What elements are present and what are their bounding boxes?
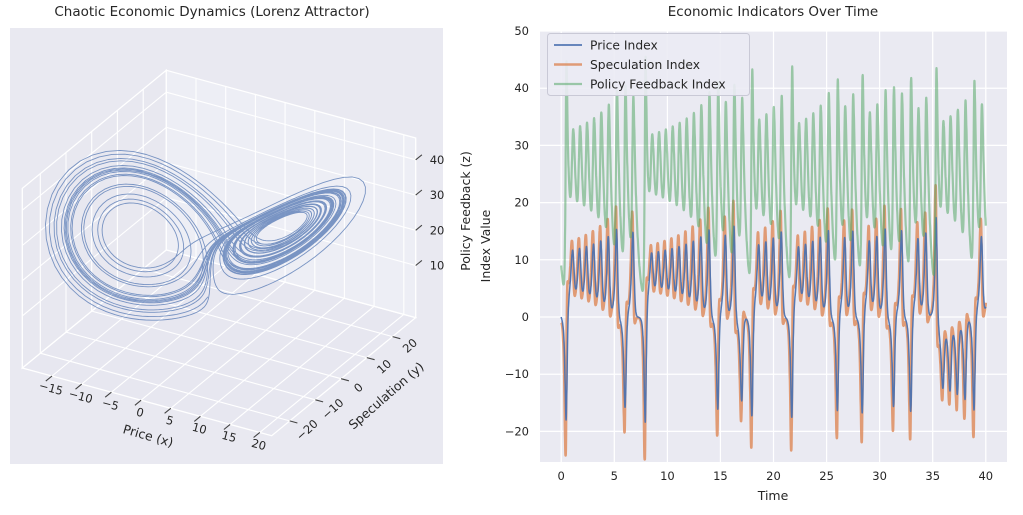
- series-line-0: [560, 216, 987, 423]
- x-tick-label: 10: [660, 469, 675, 483]
- x-tick-label: −5: [100, 395, 120, 413]
- timeseries-title: Economic Indicators Over Time: [668, 4, 878, 20]
- legend-item-price: Price Index: [554, 38, 658, 52]
- y-tick-mark: [340, 378, 350, 382]
- y-tick-mark: [289, 420, 298, 424]
- x-tick-label: 15: [220, 428, 238, 445]
- x-tick-mark: [75, 383, 83, 390]
- y-tick-mark: [315, 399, 324, 403]
- plot3d-tick-marks: [45, 154, 423, 438]
- x-tick-mark: [223, 423, 231, 430]
- x-tick-mark: [193, 415, 201, 422]
- x-tick-label: 5: [164, 413, 175, 428]
- timeseries-xaxis-label: Time: [757, 488, 789, 503]
- plot3d-title: Chaotic Economic Dynamics (Lorenz Attrac…: [54, 4, 369, 20]
- z-tick-label: 40: [430, 153, 445, 167]
- z-tick-mark: [415, 224, 423, 231]
- grid-floor-x: [111, 273, 256, 393]
- grid-floor-x: [200, 297, 345, 417]
- x-tick-label: 0: [558, 469, 565, 483]
- x-tick-label: −15: [37, 378, 64, 398]
- legend-label-speculation-index: Speculation Index: [590, 58, 700, 72]
- grid-wall-z-left: [21, 197, 167, 317]
- grid-wall-z-right: [166, 197, 416, 267]
- legend-label-policy-feedback-index: Policy Feedback Index: [590, 77, 726, 91]
- grid-wall-z-right: [166, 126, 416, 196]
- y-tick-label: −20: [505, 424, 529, 438]
- z-tick-label: 10: [430, 259, 445, 273]
- z-tick-label: 30: [430, 188, 445, 202]
- grid-wall-z-left: [21, 91, 167, 211]
- timeseries-plot: 0 5 10 15 20 25 30 35 40 −20 −10 0 10 20 30 40 50 Econom…: [478, 4, 1007, 503]
- timeseries-tick-labels: 0 5 10 15 20 25 30 35 40 −20 −10 0 10 20 30 40 50: [505, 24, 993, 483]
- grid-floor-x: [259, 313, 405, 433]
- legend-item-policy: Policy Feedback Index: [554, 77, 726, 91]
- z-tick-mark: [415, 189, 423, 196]
- grid-floor-y: [40, 352, 290, 422]
- x-tick-label: 5: [611, 469, 618, 483]
- y-tick-label: −10: [505, 367, 529, 381]
- x-tick-label: 15: [713, 469, 728, 483]
- x-tick-label: 30: [872, 469, 887, 483]
- z-tick-mark: [415, 154, 423, 161]
- grid-wall-z-right: [166, 162, 416, 231]
- x-tick-mark: [164, 407, 172, 414]
- y-tick-label: 20: [514, 196, 529, 210]
- series-line-2: [560, 55, 987, 292]
- y-tick-label: 40: [514, 81, 529, 95]
- x-tick-label: 35: [925, 469, 940, 483]
- grid-floor-x: [140, 281, 286, 401]
- y-tick-label: 30: [514, 138, 529, 152]
- x-tick-label: 10: [191, 420, 209, 437]
- legend-item-speculation: Speculation Index: [554, 58, 700, 72]
- grid-floor-x: [81, 265, 227, 385]
- z-tick-label: 20: [430, 223, 445, 237]
- y-tick-label: 50: [514, 24, 529, 38]
- plot3d-zaxis-label: Policy Feedback (z): [458, 151, 473, 271]
- x-tick-mark: [104, 391, 112, 398]
- x-tick-label: −10: [67, 386, 94, 406]
- legend-box: [547, 33, 750, 96]
- grid-wall-z-right: [166, 91, 416, 161]
- timeseries-gridlines: [540, 30, 1007, 462]
- grid-wall-z-left: [21, 126, 167, 246]
- lorenz-line: [45, 149, 366, 321]
- lorenz-trajectory: [45, 149, 366, 321]
- y-tick-mark: [392, 336, 401, 340]
- grid-floor-y: [65, 331, 316, 401]
- grid-wall-z-left: [21, 162, 167, 282]
- x-tick-label: 20: [250, 436, 268, 453]
- y-tick-mark: [366, 357, 375, 361]
- x-tick-label: 20: [766, 469, 781, 483]
- grid-floor-y: [91, 310, 342, 380]
- grid-floor-x: [229, 305, 375, 425]
- x-tick-mark: [45, 375, 53, 382]
- timeseries-yaxis-label: Index Value: [478, 209, 493, 282]
- z-tick-mark: [415, 259, 423, 266]
- x-tick-mark: [134, 399, 142, 406]
- y-tick-label: 10: [514, 253, 529, 267]
- grid-floor-y: [143, 268, 393, 338]
- legend-label-price-index: Price Index: [590, 38, 658, 52]
- x-tick-label: 25: [819, 469, 834, 483]
- x-tick-label: 40: [978, 469, 993, 483]
- y-tick-label: 0: [522, 310, 529, 324]
- x-tick-label: 0: [135, 405, 146, 420]
- x-tick-mark: [253, 431, 261, 438]
- legend: Price Index Speculation Index Policy Fee…: [547, 33, 750, 96]
- timeseries-lines: [560, 55, 988, 461]
- grid-floor-x: [170, 289, 316, 409]
